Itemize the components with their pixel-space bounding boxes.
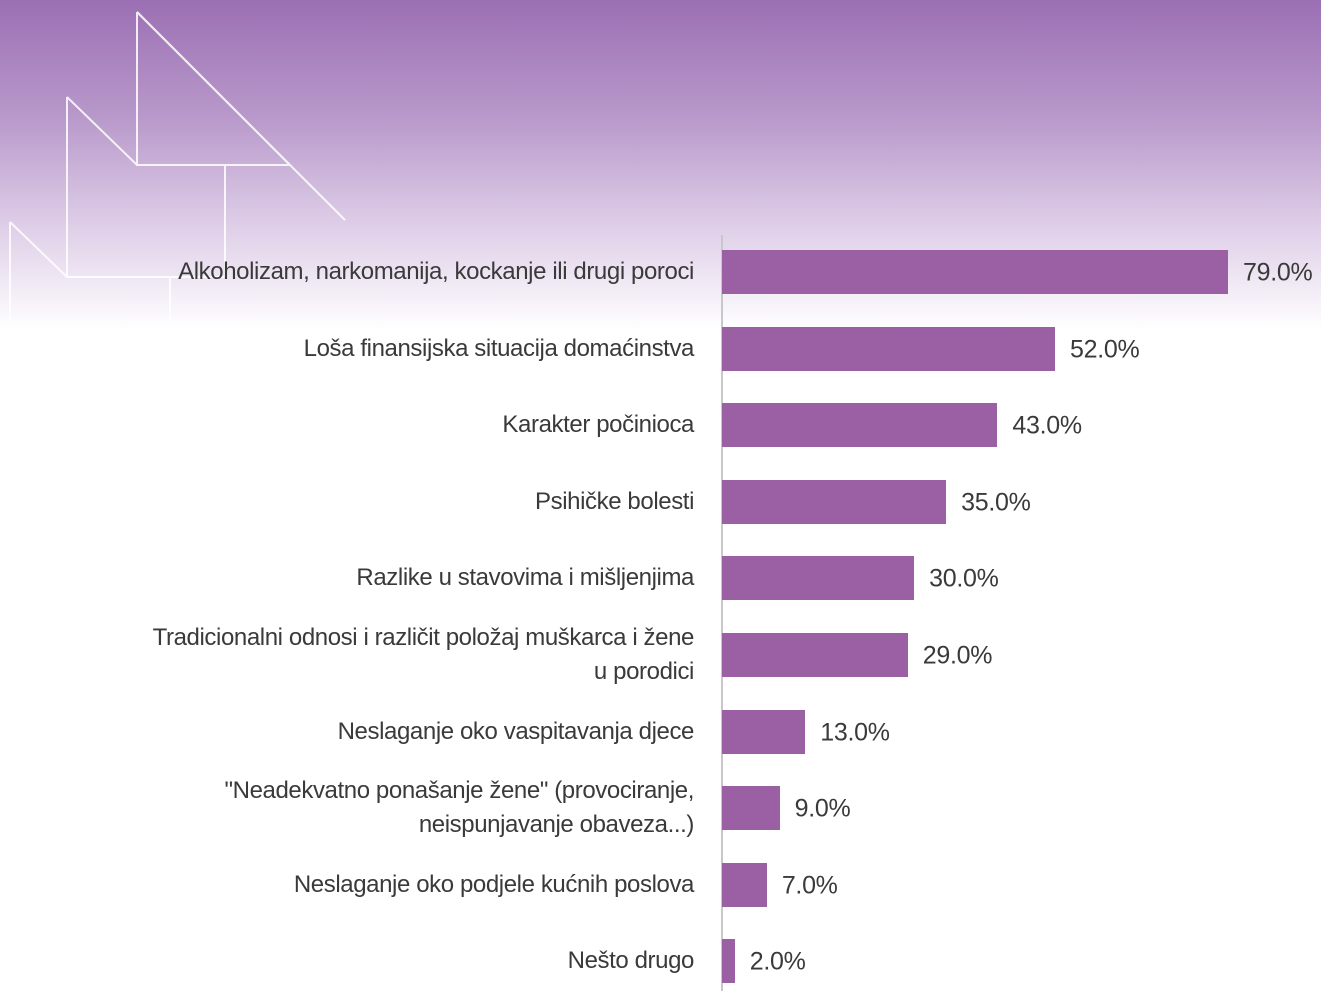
category-label: Psihičke bolesti (534, 487, 694, 515)
value-label: 13.0% (820, 718, 890, 747)
category-label: Loša finansijska situacija domaćinstva (303, 334, 695, 362)
category-label: Neslaganje oko podjele kućnih poslova (293, 870, 695, 898)
category-label: Tradicionalni odnosi i različit položaj … (152, 624, 695, 685)
category-label: Neslaganje oko vaspitavanja djece (337, 717, 695, 745)
value-label: 7.0% (781, 871, 838, 900)
category-label: Karakter počinioca (502, 411, 694, 439)
value-label: 30.0% (929, 564, 999, 593)
value-label: 29.0% (922, 641, 993, 670)
axis-line (721, 235, 723, 991)
value-label: 2.0% (749, 947, 806, 976)
category-label: "Neadekvatno ponašanje žene" (provociran… (224, 777, 695, 839)
category-label: Alkoholizam, narkomanija, kockanje ili d… (178, 258, 694, 285)
value-label: 79.0% (1242, 258, 1313, 287)
bar (722, 479, 947, 524)
bar (722, 556, 915, 601)
value-label: 9.0% (794, 794, 851, 823)
bar (722, 939, 735, 984)
value-label: 52.0% (1070, 335, 1140, 364)
value-label: 35.0% (961, 488, 1031, 517)
bar (722, 326, 1056, 371)
bar (722, 709, 806, 754)
bar (722, 862, 767, 907)
category-label: Razlike u stavovima i mišljenjima (356, 564, 694, 592)
bar (722, 786, 780, 831)
value-label: 43.0% (1012, 411, 1082, 440)
decoration (9, 11, 346, 330)
bar (722, 250, 1228, 294)
category-label: Nešto drugo (567, 947, 695, 975)
bar (722, 633, 908, 677)
bar (722, 403, 998, 448)
